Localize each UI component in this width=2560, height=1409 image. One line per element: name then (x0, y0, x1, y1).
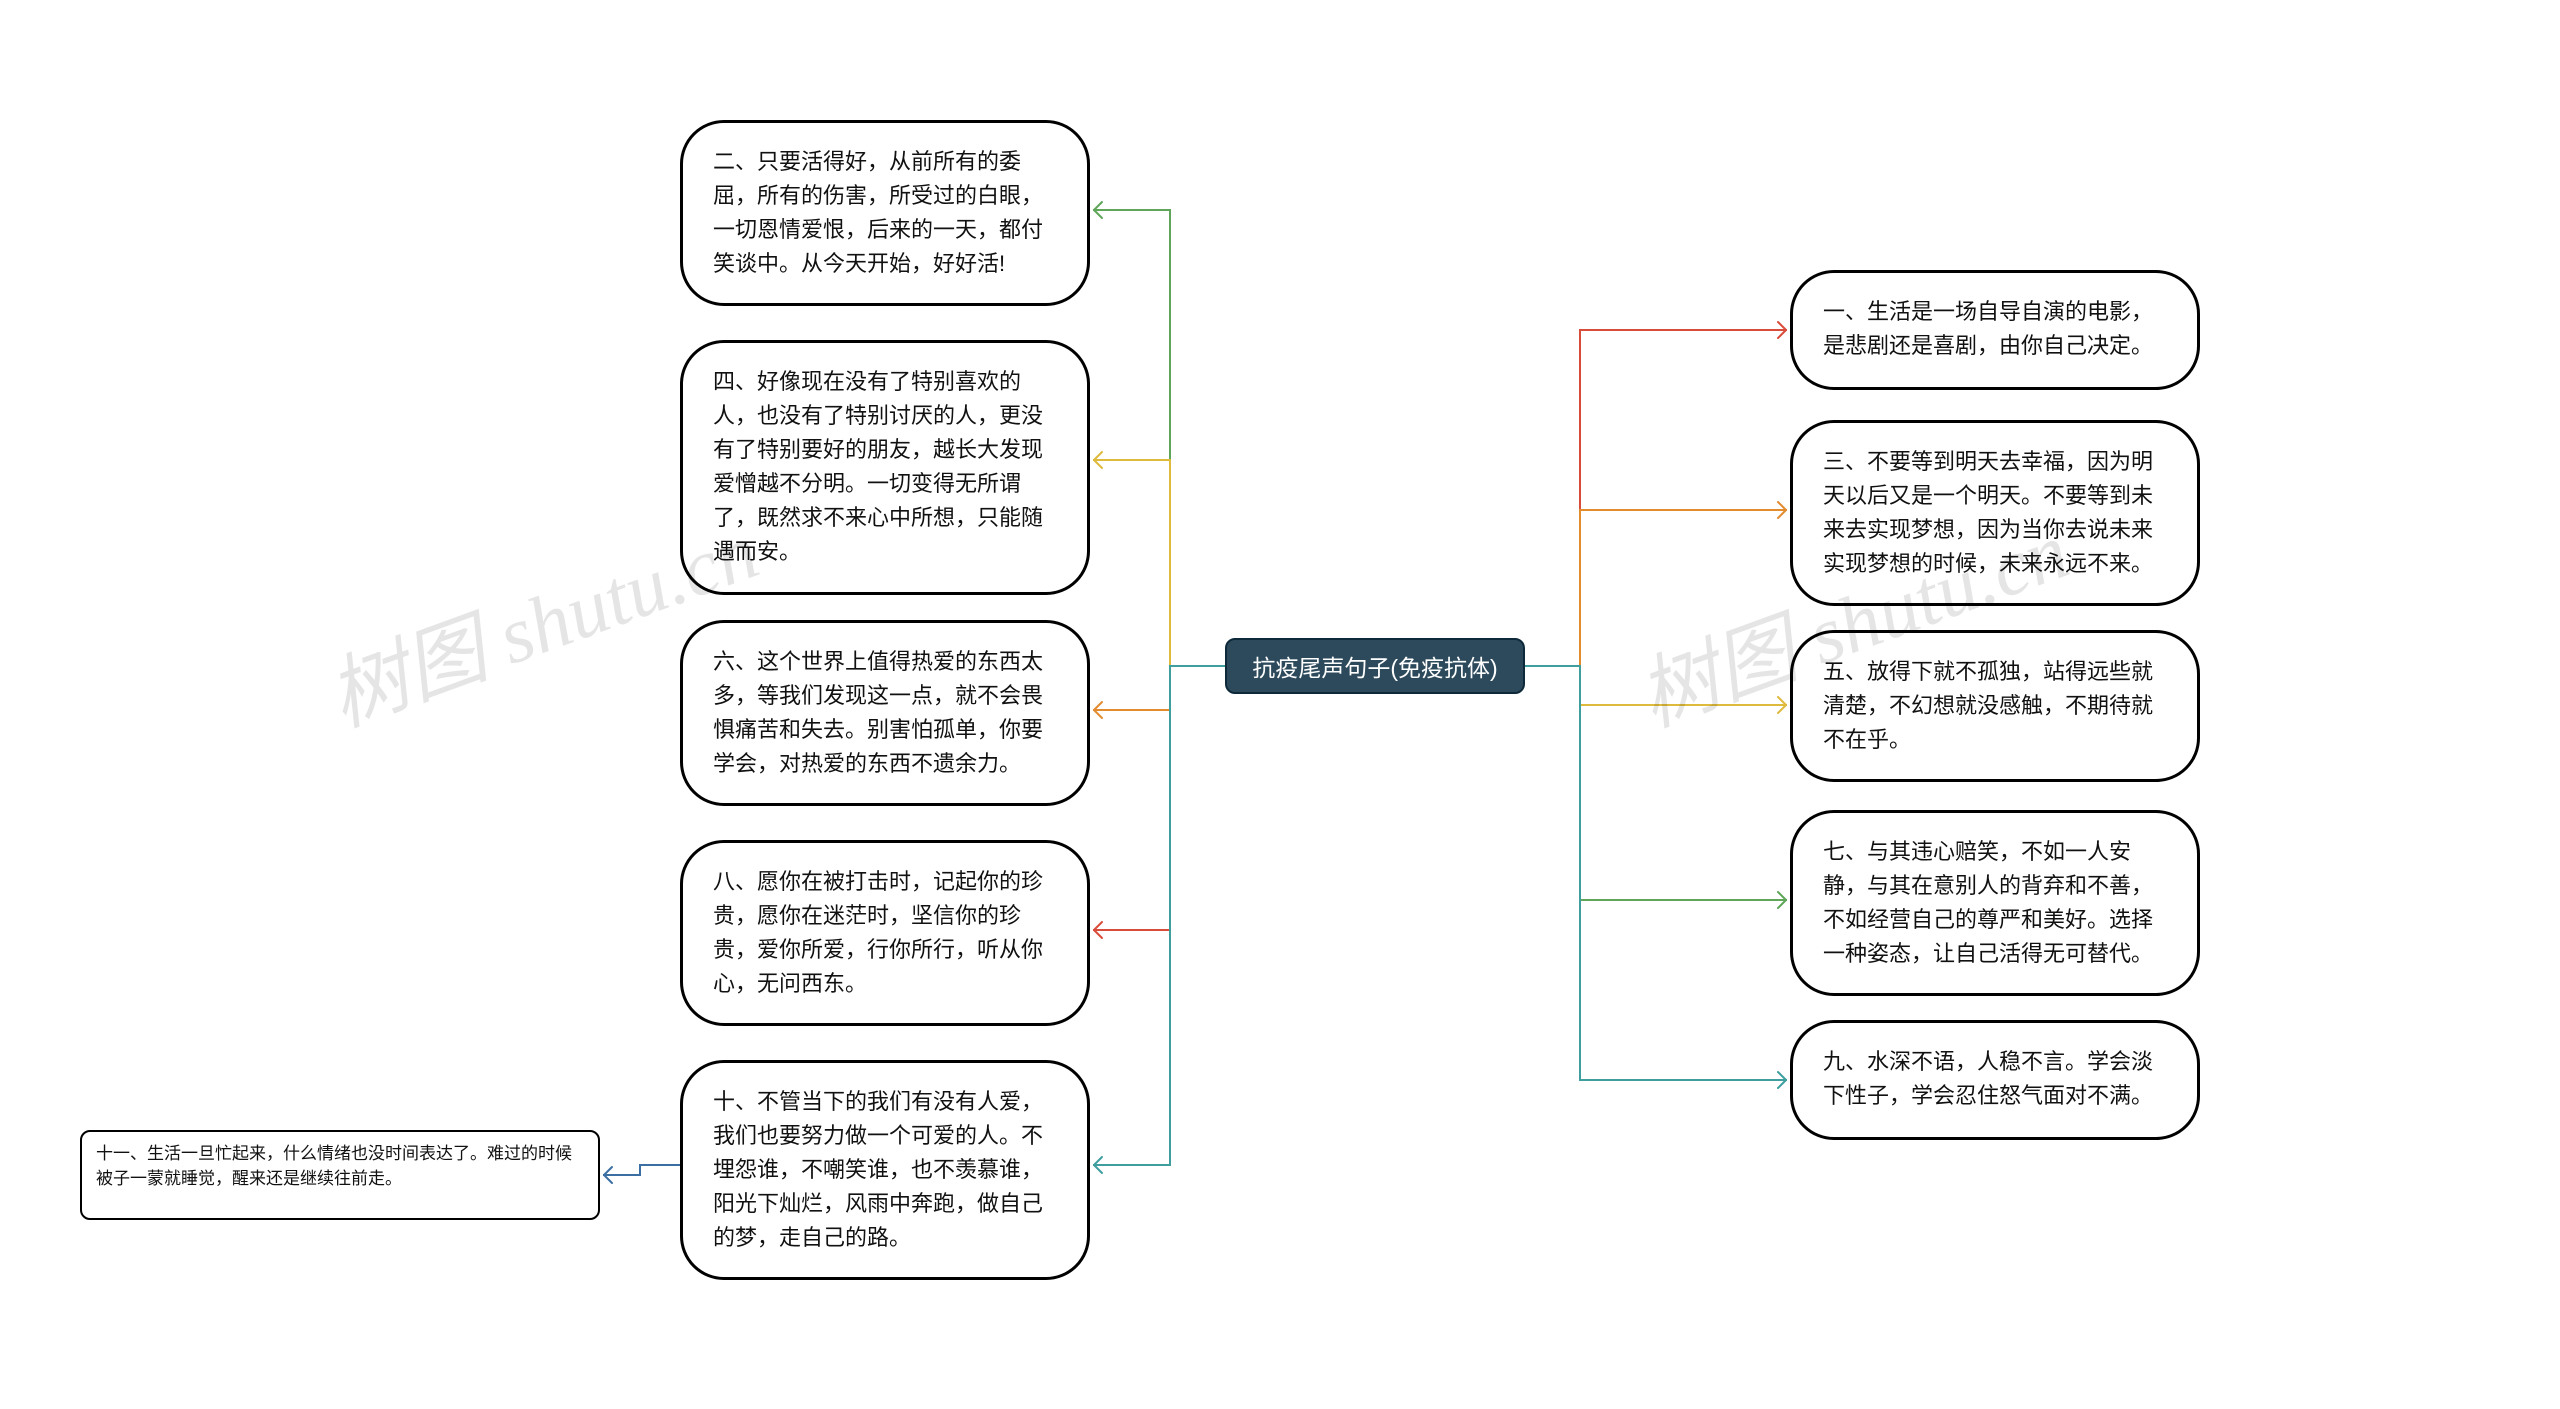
mindmap-canvas: 抗疫尾声句子(免疫抗体) 二、只要活得好，从前所有的委屈，所有的伤害，所受过的白眼… (0, 0, 2560, 1409)
node-n1: 一、生活是一场自导自演的电影，是悲剧还是喜剧，由你自己决定。 (1790, 270, 2200, 390)
node-n5: 五、放得下就不孤独，站得远些就清楚，不幻想就没感触，不期待就不在乎。 (1790, 630, 2200, 782)
node-n6: 六、这个世界上值得热爱的东西太多，等我们发现这一点，就不会畏惧痛苦和失去。别害怕… (680, 620, 1090, 806)
node-n9: 九、水深不语，人稳不言。学会淡下性子，学会忍住怒气面对不满。 (1790, 1020, 2200, 1140)
node-n4: 四、好像现在没有了特别喜欢的人，也没有了特别讨厌的人，更没有了特别要好的朋友，越… (680, 340, 1090, 595)
node-n11: 十一、生活一旦忙起来，什么情绪也没时间表达了。难过的时候被子一蒙就睡觉，醒来还是… (80, 1130, 600, 1220)
node-n8: 八、愿你在被打击时，记起你的珍贵，愿你在迷茫时，坚信你的珍贵，爱你所爱，行你所行… (680, 840, 1090, 1026)
node-n2: 二、只要活得好，从前所有的委屈，所有的伤害，所受过的白眼，一切恩情爱恨，后来的一… (680, 120, 1090, 306)
center-node: 抗疫尾声句子(免疫抗体) (1225, 638, 1525, 694)
node-n3: 三、不要等到明天去幸福，因为明天以后又是一个明天。不要等到未来去实现梦想，因为当… (1790, 420, 2200, 606)
watermark-3: shutu.cn (2020, 1388, 2304, 1409)
node-n7: 七、与其违心赔笑，不如一人安静，与其在意别人的背弃和不善，不如经营自己的尊严和美… (1790, 810, 2200, 996)
node-n10: 十、不管当下的我们有没有人爱，我们也要努力做一个可爱的人。不埋怨谁，不嘲笑谁，也… (680, 1060, 1090, 1280)
watermark-2: shutu.cn (720, 1388, 1004, 1409)
